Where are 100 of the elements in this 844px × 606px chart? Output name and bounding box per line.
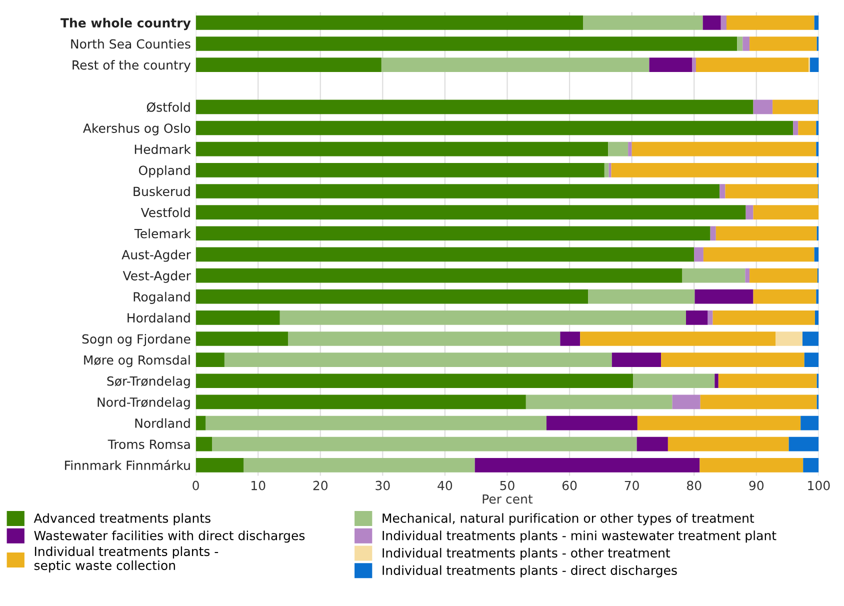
- bar: [212, 436, 637, 452]
- legend-label: Individual treatments plants - septic waste collection: [34, 546, 218, 573]
- bar: [750, 268, 818, 283]
- x-tick-label: 80: [687, 480, 702, 490]
- bar: [196, 142, 608, 156]
- bar: [772, 100, 818, 114]
- y-tick-label: Hordaland: [128, 312, 190, 323]
- bar: [692, 58, 696, 72]
- bar: [793, 120, 798, 136]
- bar: [633, 374, 715, 388]
- bar: [694, 247, 704, 262]
- bar: [196, 100, 754, 114]
- bar: [474, 458, 700, 472]
- legend-label: Individual treatments plants - direct discharges: [382, 565, 677, 578]
- bar: [196, 205, 746, 220]
- bar: [737, 36, 743, 51]
- bar: [196, 374, 634, 388]
- bar: [661, 352, 804, 367]
- bar: [649, 58, 692, 72]
- bar: [814, 247, 819, 262]
- bar: [810, 58, 819, 72]
- bar: [196, 352, 224, 367]
- bar: [720, 184, 726, 198]
- bar: [280, 310, 686, 325]
- bar: [628, 142, 632, 156]
- bar: [583, 15, 703, 30]
- legend-label: Individual treatments plants - mini wastewater treatment plant: [382, 530, 776, 543]
- bar: [288, 332, 560, 346]
- bar: [802, 332, 819, 346]
- bar: [196, 226, 710, 241]
- bar: [560, 332, 580, 346]
- x-tick-label: 20: [313, 480, 328, 490]
- bar: [244, 458, 475, 472]
- legend-label: Individual treatments plants - other treatment: [382, 548, 670, 560]
- bar: [546, 416, 638, 430]
- y-tick-label: Hedmark: [134, 144, 191, 154]
- bar: [726, 15, 814, 30]
- bar: [196, 416, 206, 430]
- bar: [803, 458, 819, 472]
- bar: [710, 226, 716, 241]
- bar: [526, 394, 672, 410]
- bar: [604, 162, 609, 178]
- y-tick-label: Aust-Agder: [122, 250, 191, 262]
- bar: [700, 458, 804, 472]
- bar: [750, 36, 817, 51]
- bar: [816, 289, 819, 304]
- bar: [224, 352, 612, 367]
- bar: [800, 416, 819, 430]
- y-tick-label: North Sea Counties: [71, 38, 190, 49]
- bar: [580, 332, 776, 346]
- y-tick-label: Møre og Romsdal: [84, 355, 190, 368]
- bar: [196, 289, 588, 304]
- y-tick-label: Telemark: [134, 228, 191, 238]
- bar: [668, 436, 789, 452]
- y-tick-label: Buskerud: [134, 186, 190, 196]
- bar: [608, 142, 628, 156]
- bar: [381, 58, 650, 72]
- y-tick-label: The whole country: [60, 18, 191, 30]
- bar: [816, 142, 819, 156]
- bar: [632, 142, 816, 156]
- bar: [196, 310, 280, 325]
- x-tick-label: 70: [624, 480, 639, 490]
- x-axis-title: Per cent: [482, 494, 533, 504]
- bar: [611, 162, 817, 178]
- bar: [700, 394, 817, 410]
- x-tick-label: 0: [192, 480, 199, 490]
- bar: [636, 436, 668, 452]
- bar: [637, 416, 801, 430]
- y-tick-label: Finnmark Finnmárku: [65, 460, 190, 470]
- bar: [196, 268, 682, 283]
- bar: [196, 15, 584, 30]
- x-tick-label: 60: [562, 480, 577, 490]
- bar: [814, 15, 819, 30]
- bar: [702, 15, 721, 30]
- x-tick-label: 90: [749, 480, 764, 490]
- y-tick-label: Vest-Agder: [122, 270, 191, 283]
- bar: [196, 458, 244, 472]
- bar: [672, 394, 700, 410]
- legend-label: Mechanical, natural purification or other types of treatment: [382, 513, 754, 526]
- bar: [196, 120, 794, 136]
- x-tick-label: 10: [252, 480, 266, 490]
- x-tick-label: 50: [500, 480, 514, 490]
- bar: [196, 247, 694, 262]
- bar: [714, 374, 718, 388]
- bar: [816, 120, 819, 136]
- y-tick-label: Sogn og Fjordane: [82, 334, 190, 346]
- bar: [776, 332, 802, 346]
- bar: [712, 310, 815, 325]
- bar: [798, 120, 816, 136]
- y-tick-label: Rest of the country: [72, 60, 191, 72]
- bar: [608, 162, 612, 178]
- bar: [196, 184, 720, 198]
- bar: [612, 352, 662, 367]
- y-tick-label: Vestfold: [140, 208, 190, 218]
- y-tick-label: Oppland: [138, 165, 190, 178]
- bar: [753, 205, 819, 220]
- bar: [753, 100, 773, 114]
- bar: [588, 289, 695, 304]
- bar: [814, 310, 819, 325]
- bar: [696, 58, 809, 72]
